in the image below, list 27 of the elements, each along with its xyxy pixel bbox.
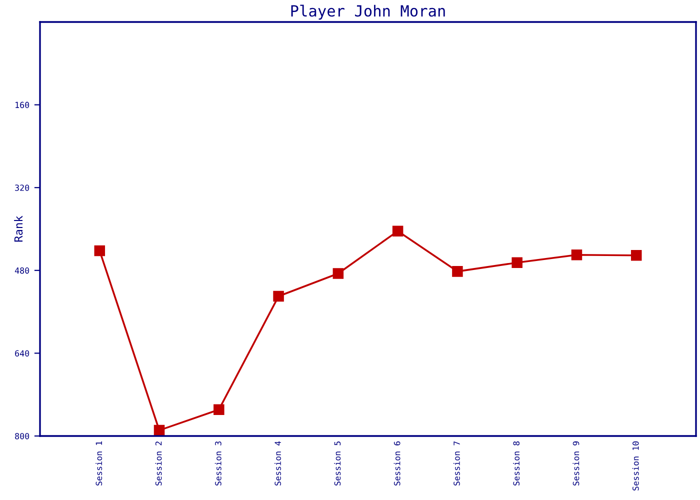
x-tick-label: Session 1 bbox=[96, 441, 102, 486]
point bbox=[214, 404, 224, 415]
x-tick-label: Session 4 bbox=[274, 441, 281, 486]
y-tick-label: 320 bbox=[15, 184, 30, 191]
chart-title: Player John Moran bbox=[291, 4, 445, 20]
point bbox=[392, 226, 404, 236]
y-tick-label: 480 bbox=[14, 267, 30, 274]
x-tick-label: Session 9 bbox=[572, 441, 580, 486]
x-tick-label: Session 5 bbox=[334, 442, 341, 486]
point bbox=[452, 266, 463, 277]
point bbox=[512, 257, 522, 268]
x-tick-label: Session 7 bbox=[453, 441, 460, 486]
point bbox=[94, 245, 106, 256]
point bbox=[571, 249, 582, 260]
y-tick-label: 800 bbox=[15, 433, 30, 440]
point bbox=[332, 268, 344, 279]
y-tick-label: 160 bbox=[16, 102, 30, 108]
x-tick-label: Session 10 bbox=[632, 441, 639, 490]
point bbox=[273, 290, 284, 302]
point bbox=[630, 250, 642, 261]
x-tick-label: Session 2 bbox=[155, 442, 162, 486]
y-tick-label: 640 bbox=[15, 350, 30, 357]
x-tick-label: Session 3 bbox=[214, 441, 222, 486]
point bbox=[154, 424, 165, 436]
x-tick-label: Session 8 bbox=[513, 441, 520, 486]
x-tick-label: Session 6 bbox=[394, 441, 400, 486]
y-axis-title: Rank bbox=[14, 216, 23, 242]
